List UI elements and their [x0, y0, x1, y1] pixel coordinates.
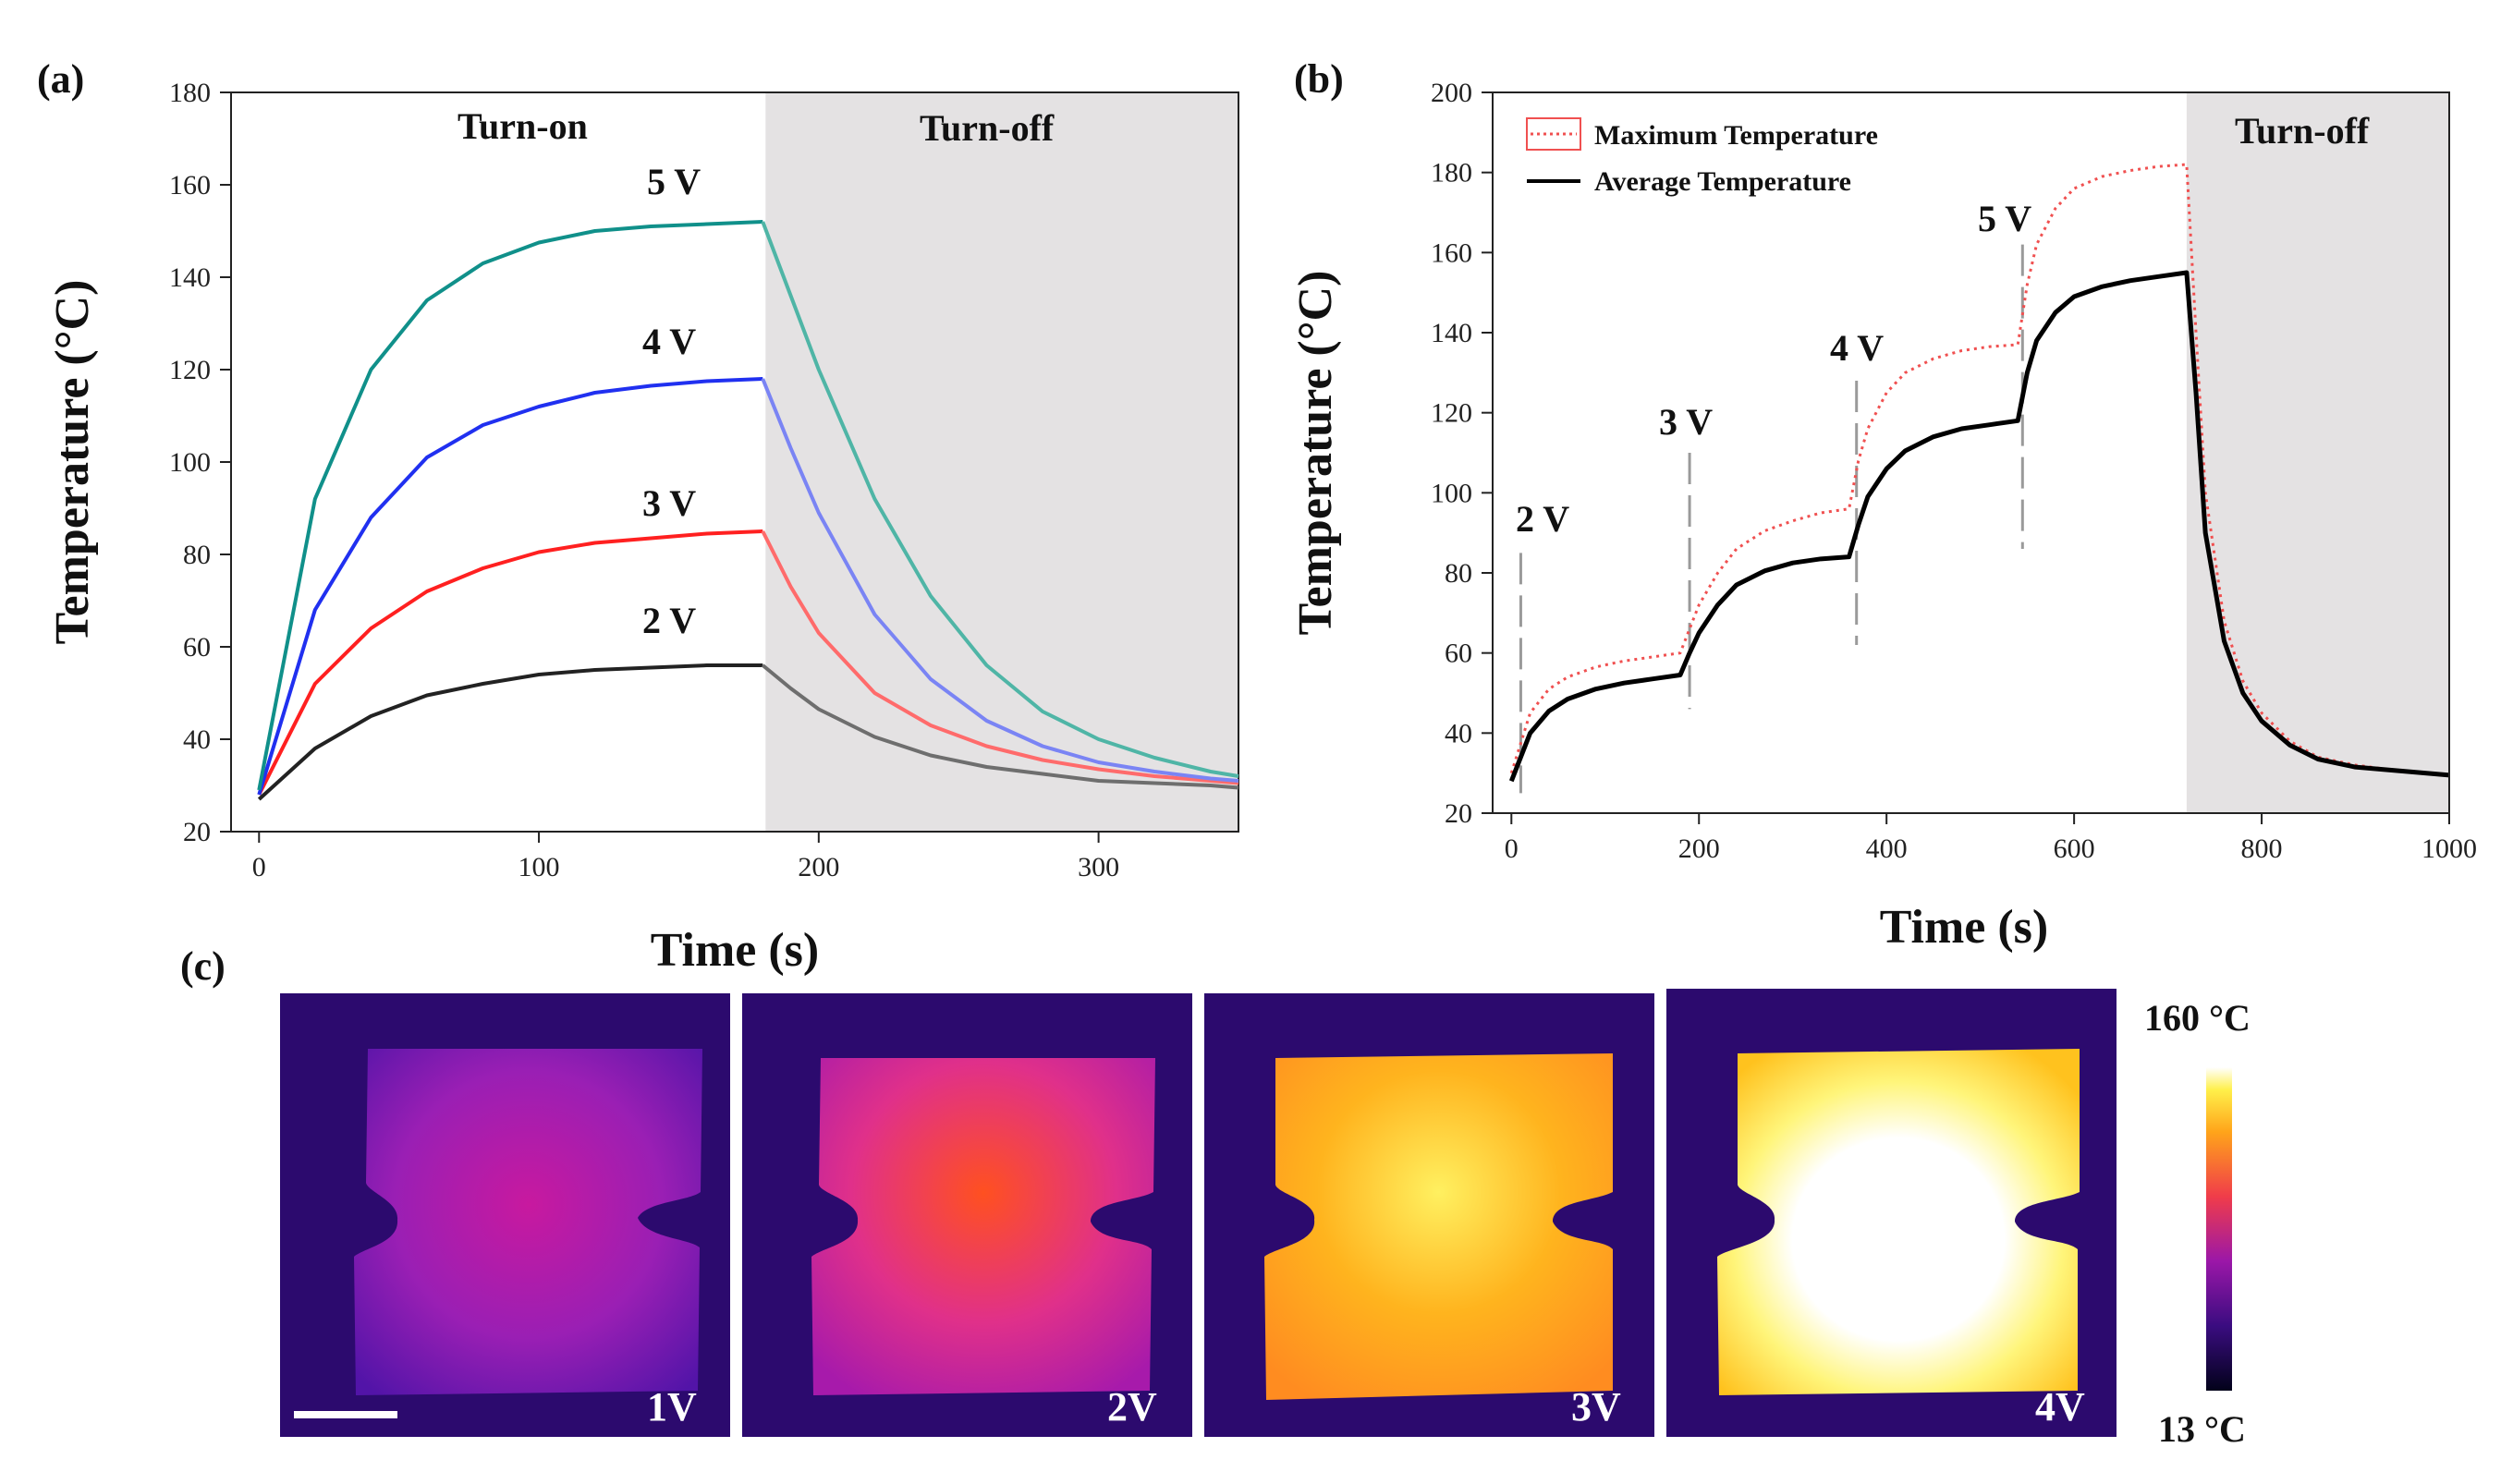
y-tick-label: 80 — [1445, 558, 1472, 589]
y-tick-label: 120 — [169, 355, 211, 385]
heater-film-4v — [1717, 1049, 2080, 1395]
x-axis-title-a: Time (s) — [651, 924, 819, 977]
y-tick-label: 20 — [1445, 798, 1472, 829]
x-tick-label: 1000 — [2422, 833, 2477, 864]
y-tick-label: 20 — [183, 817, 211, 847]
step-label-2v: 2 V — [1516, 498, 1569, 540]
series-label-5v: 5 V — [647, 161, 701, 202]
y-tick-label: 160 — [1431, 237, 1472, 268]
thermal-label-4v: 4V — [2035, 1384, 2085, 1429]
series-line-3-v — [257, 529, 763, 796]
y-tick-label: 60 — [183, 632, 211, 663]
y-tick-label: 40 — [1445, 718, 1472, 748]
y-tick-label: 120 — [1431, 398, 1472, 429]
y-axis-title-a: Temperature (°C) — [46, 280, 99, 645]
thermal-label-3v: 3V — [1571, 1384, 1621, 1429]
y-tick-label: 40 — [183, 724, 211, 755]
legend-swatch-max — [1526, 117, 1581, 151]
thermal-frame-4v: 4V — [1666, 989, 2117, 1437]
series-line-4-v-off — [761, 378, 1239, 783]
y-tick-label: 180 — [1431, 158, 1472, 189]
x-tick-label: 400 — [1866, 833, 1908, 864]
legend-b: Maximum Temperature Average Temperature — [1526, 117, 1878, 197]
series-label-2v: 2 V — [642, 600, 696, 641]
panel-label-b: (b) — [1294, 56, 1344, 102]
colorbar: 160 °C 13 °C — [2144, 997, 2251, 1450]
x-axis-title-b: Time (s) — [1880, 901, 2048, 954]
y-tick-label: 60 — [1445, 639, 1472, 669]
heater-film-1v — [354, 1049, 702, 1395]
panel-label-c: (c) — [180, 943, 226, 989]
step-label-3v: 3 V — [1659, 401, 1713, 443]
colorbar-max-label: 160 °C — [2144, 997, 2251, 1039]
y-tick-label: 200 — [1431, 78, 1472, 108]
legend-text-avg: Average Temperature — [1594, 166, 1851, 197]
thermal-frame-3v: 3V — [1204, 993, 1654, 1437]
x-tick-label: 0 — [1505, 833, 1519, 864]
turn-off-region-b — [2186, 92, 2449, 813]
plot-frame-a — [230, 91, 1239, 833]
step-label-5v: 5 V — [1978, 198, 2031, 239]
series-label-4v: 4 V — [642, 321, 696, 362]
turn-off-region-a — [765, 92, 1238, 832]
legend-text-max: Maximum Temperature — [1594, 120, 1878, 151]
x-tick-label: 300 — [1078, 852, 1119, 882]
y-tick-label: 140 — [169, 262, 211, 293]
thermal-frame-2v: 2V — [742, 993, 1192, 1437]
thermal-frame-1v: 1V — [280, 993, 730, 1437]
y-tick-label: 80 — [183, 540, 211, 570]
y-tick-label: 160 — [169, 170, 211, 201]
x-tick-label: 600 — [2054, 833, 2095, 864]
chart-b: 0 200 400 600 800 1000 20 40 60 80 100 120 140 160 180… — [1289, 78, 2477, 954]
y-tick-label: 100 — [1431, 478, 1472, 508]
series-line-maximum-temperature — [1509, 163, 2450, 777]
series-line-5-v — [257, 220, 763, 791]
heater-film-3v — [1264, 1053, 1613, 1400]
y-tick-label: 140 — [1431, 318, 1472, 348]
colorbar-min-label: 13 °C — [2158, 1408, 2246, 1450]
chart-a: 0 100 200 300 20 40 60 80 100 120 140 160 180 Turn-o… — [46, 78, 1239, 977]
thermal-label-2v: 2V — [1107, 1384, 1157, 1429]
turn-on-label: Turn-on — [457, 105, 588, 147]
x-tick-label: 100 — [518, 852, 560, 882]
series-line-average-temperature — [1508, 270, 2450, 783]
turn-off-label-b: Turn-off — [2235, 110, 2370, 152]
scale-bar — [294, 1411, 397, 1418]
colorbar-gradient — [2206, 1067, 2232, 1391]
series-line-4-v — [257, 377, 763, 796]
x-tick-label: 0 — [252, 852, 266, 882]
series-line-5-v-off — [761, 221, 1239, 778]
x-tick-label: 200 — [1678, 833, 1720, 864]
y-tick-label: 100 — [169, 447, 211, 478]
series-line-2-v — [257, 663, 763, 801]
panel-label-a: (a) — [37, 56, 84, 102]
series-line-3-v-off — [761, 530, 1239, 785]
step-label-4v: 4 V — [1830, 327, 1884, 369]
x-tick-label: 200 — [798, 852, 839, 882]
plot-frame-b — [1492, 91, 2450, 814]
y-tick-label: 180 — [169, 78, 211, 108]
series-label-3v: 3 V — [642, 482, 696, 524]
y-axis-title-b: Temperature (°C) — [1289, 271, 1342, 636]
heater-film-2v — [811, 1058, 1155, 1395]
x-tick-label: 800 — [2241, 833, 2283, 864]
turn-off-label-a: Turn-off — [920, 107, 1055, 149]
series-line-2-v-off — [762, 663, 1239, 790]
thermal-label-1v: 1V — [647, 1384, 697, 1429]
